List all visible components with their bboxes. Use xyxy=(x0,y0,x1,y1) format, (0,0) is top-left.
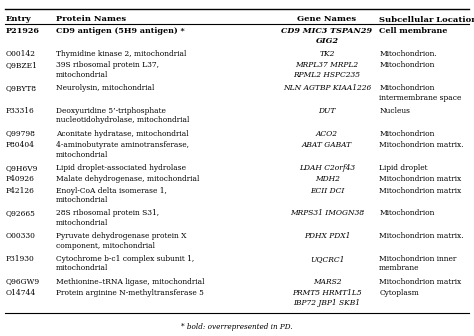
Text: Mitochondrion matrix: Mitochondrion matrix xyxy=(379,175,462,183)
Text: Q92665: Q92665 xyxy=(6,209,36,217)
Text: P33316: P33316 xyxy=(6,107,35,115)
Text: CD9 MIC3 TSPAN29
GIG2: CD9 MIC3 TSPAN29 GIG2 xyxy=(282,27,373,45)
Text: P40926: P40926 xyxy=(6,175,35,183)
Text: O14744: O14744 xyxy=(6,289,36,297)
Text: Q9BZE1: Q9BZE1 xyxy=(6,61,37,69)
Text: LDAH C2orf43: LDAH C2orf43 xyxy=(299,164,355,172)
Text: NLN AGTBP KIAA1226: NLN AGTBP KIAA1226 xyxy=(283,84,371,92)
Text: MRPL37 MRPL2
RPML2 HSPC235: MRPL37 MRPL2 RPML2 HSPC235 xyxy=(293,61,361,79)
Text: P31930: P31930 xyxy=(6,255,35,263)
Text: Mitochondrion: Mitochondrion xyxy=(379,209,435,217)
Text: Nucleus: Nucleus xyxy=(379,107,410,115)
Text: * bold: overrepresented in PD.: * bold: overrepresented in PD. xyxy=(181,323,293,331)
Text: Thymidine kinase 2, mitochondrial: Thymidine kinase 2, mitochondrial xyxy=(56,50,186,58)
Text: Malate dehydrogenase, mitochondrial: Malate dehydrogenase, mitochondrial xyxy=(56,175,199,183)
Text: Neurolysin, mitochondrial: Neurolysin, mitochondrial xyxy=(56,84,155,92)
Text: Enoyl-CoA delta isomerase 1,
mitochondrial: Enoyl-CoA delta isomerase 1, mitochondri… xyxy=(56,186,167,204)
Text: Cell membrane: Cell membrane xyxy=(379,27,447,35)
Text: Entry: Entry xyxy=(6,15,31,23)
Text: Mitochondrion: Mitochondrion xyxy=(379,130,435,138)
Text: Mitochondrion matrix: Mitochondrion matrix xyxy=(379,278,462,286)
Text: Protein Names: Protein Names xyxy=(56,15,126,23)
Text: Mitochondrion matrix.: Mitochondrion matrix. xyxy=(379,141,464,149)
Text: MRPS31 IMOGN38: MRPS31 IMOGN38 xyxy=(290,209,364,217)
Text: MDH2: MDH2 xyxy=(315,175,339,183)
Text: UQCRC1: UQCRC1 xyxy=(310,255,344,263)
Text: Mitochondrion matrix.: Mitochondrion matrix. xyxy=(379,232,464,240)
Text: Mitochondrion inner
membrane: Mitochondrion inner membrane xyxy=(379,255,456,272)
Text: P42126: P42126 xyxy=(6,186,35,195)
Text: TK2: TK2 xyxy=(319,50,335,58)
Text: Lipid droplet: Lipid droplet xyxy=(379,164,428,172)
Text: Cytoplasm: Cytoplasm xyxy=(379,289,419,297)
Text: Aconitate hydratase, mitochondrial: Aconitate hydratase, mitochondrial xyxy=(56,130,189,138)
Text: ACO2: ACO2 xyxy=(316,130,338,138)
Text: Mitochondrion
intermembrane space: Mitochondrion intermembrane space xyxy=(379,84,462,101)
Text: O00142: O00142 xyxy=(6,50,36,58)
Text: MARS2: MARS2 xyxy=(313,278,341,286)
Text: 39S ribosomal protein L37,
mitochondrial: 39S ribosomal protein L37, mitochondrial xyxy=(56,61,159,79)
Text: Cytochrome b-c1 complex subunit 1,
mitochondrial: Cytochrome b-c1 complex subunit 1, mitoc… xyxy=(56,255,194,272)
Text: ABAT GABAT: ABAT GABAT xyxy=(302,141,352,149)
Text: 28S ribosomal protein S31,
mitochondrial: 28S ribosomal protein S31, mitochondrial xyxy=(56,209,159,227)
Text: ECII DCI: ECII DCI xyxy=(310,186,344,195)
Text: Pyruvate dehydrogenase protein X
component, mitochondrial: Pyruvate dehydrogenase protein X compone… xyxy=(56,232,186,250)
Text: Q9H6V9: Q9H6V9 xyxy=(6,164,38,172)
Text: Gene Names: Gene Names xyxy=(298,15,356,23)
Text: Q96GW9: Q96GW9 xyxy=(6,278,40,286)
Text: Mitochondrion: Mitochondrion xyxy=(379,61,435,69)
Text: P80404: P80404 xyxy=(6,141,35,149)
Text: Lipid droplet-associated hydrolase: Lipid droplet-associated hydrolase xyxy=(56,164,186,172)
Text: P21926: P21926 xyxy=(6,27,39,35)
Text: Mitochondrion.: Mitochondrion. xyxy=(379,50,437,58)
Text: Mitochondrion matrix: Mitochondrion matrix xyxy=(379,186,462,195)
Text: O00330: O00330 xyxy=(6,232,36,240)
Text: PDHX PDX1: PDHX PDX1 xyxy=(304,232,350,240)
Text: DUT: DUT xyxy=(319,107,336,115)
Text: Methionine–tRNA ligase, mitochondrial: Methionine–tRNA ligase, mitochondrial xyxy=(56,278,204,286)
Text: Protein arginine N-methyltransferase 5: Protein arginine N-methyltransferase 5 xyxy=(56,289,204,297)
Text: Q9BYT8: Q9BYT8 xyxy=(6,84,36,92)
Text: Q99798: Q99798 xyxy=(6,130,36,138)
Text: Deoxyuridine 5’-triphosphate
nucleotidohydrolase, mitochondrial: Deoxyuridine 5’-triphosphate nucleotidoh… xyxy=(56,107,189,124)
Text: PRMT5 HRMT1L5
IBP72 JBP1 SKB1: PRMT5 HRMT1L5 IBP72 JBP1 SKB1 xyxy=(292,289,362,306)
Text: 4-aminobutyrate aminotransferase,
mitochondrial: 4-aminobutyrate aminotransferase, mitoch… xyxy=(56,141,189,159)
Text: Subcellular Location [CC]: Subcellular Location [CC] xyxy=(379,15,474,23)
Text: CD9 antigen (5H9 antigen) *: CD9 antigen (5H9 antigen) * xyxy=(56,27,184,35)
